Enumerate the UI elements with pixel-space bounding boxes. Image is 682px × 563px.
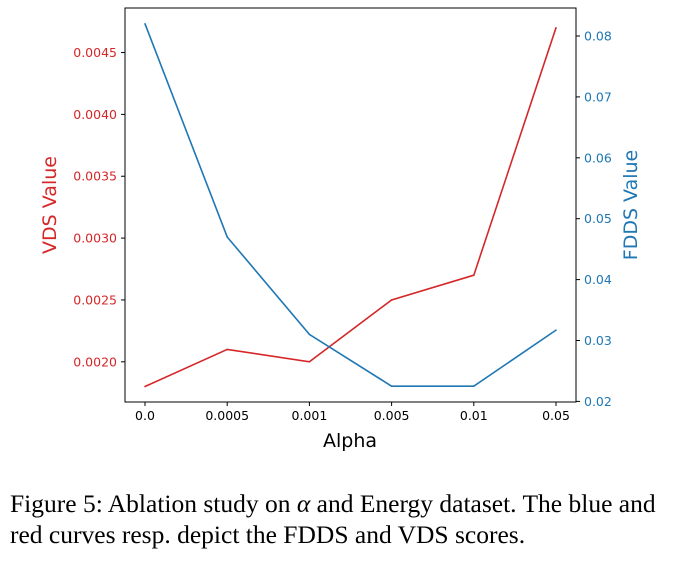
data-point-fdds: [308, 333, 311, 336]
left-y-tick-label: 0.0020: [73, 354, 117, 369]
right-y-tick-label: 0.07: [584, 89, 612, 104]
left-y-tick-label: 0.0025: [73, 292, 117, 307]
x-tick-label: 0.005: [374, 408, 410, 423]
x-tick-label: 0.0: [135, 408, 155, 423]
series-line-fdds: [144, 23, 557, 387]
x-tick-label: 0.001: [292, 408, 328, 423]
right-y-tick-label: 0.03: [584, 333, 612, 348]
series-line-vds: [144, 27, 557, 388]
left-y-tick-label: 0.0035: [73, 169, 117, 184]
x-tick-label: 0.0005: [205, 408, 249, 423]
x-tick-label: 0.01: [460, 408, 488, 423]
caption-prefix: Figure 5: Ablation study on: [10, 489, 297, 518]
right-y-tick-label: 0.05: [584, 211, 612, 226]
x-tick-label: 0.05: [542, 408, 570, 423]
figure-caption: Figure 5: Ablation study on α and Energy…: [10, 488, 680, 550]
right-y-axis-label: FDDS Value: [620, 150, 642, 260]
left-y-tick-label: 0.0030: [73, 231, 117, 246]
caption-alpha-symbol: α: [296, 489, 311, 518]
data-point-fdds: [555, 329, 557, 331]
left-y-tick-label: 0.0040: [73, 107, 117, 122]
data-point-vds: [308, 360, 311, 363]
data-point-fdds: [390, 385, 393, 387]
data-point-vds: [473, 274, 475, 277]
right-y-tick-label: 0.08: [584, 29, 612, 44]
x-axis-label: Alpha: [323, 430, 377, 452]
caption-suffix: and Energy dataset. The blue and red cur…: [10, 489, 656, 549]
data-point-fdds: [226, 236, 228, 238]
data-point-vds: [144, 385, 146, 388]
right-y-tick-label: 0.04: [584, 272, 612, 287]
data-point-vds: [555, 26, 557, 29]
dual-axis-line-chart: 0.0 0.0005 0.001 0.005 0.01 0.05 0.0020 0.0025 0…: [39, 7, 642, 452]
data-point-vds: [226, 348, 228, 351]
left-y-tick-label: 0.0045: [73, 45, 117, 60]
data-point-vds: [390, 299, 393, 301]
right-y-tick-label: 0.02: [584, 394, 612, 409]
data-point-fdds: [473, 385, 475, 387]
data-point-fdds: [144, 23, 146, 25]
right-y-tick-label: 0.06: [584, 150, 612, 165]
plot-frame: [124, 7, 577, 403]
left-y-axis-label: VDS Value: [39, 156, 61, 254]
